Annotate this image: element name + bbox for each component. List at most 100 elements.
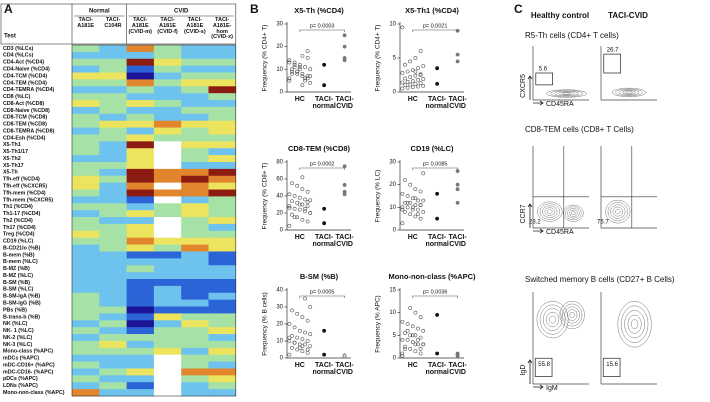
heatmap-cell <box>153 162 182 170</box>
y-tick-label: 0 <box>393 228 397 234</box>
row-label: CD8-TCM (%CD8) <box>3 115 47 121</box>
row-label: X5-Th17 <box>3 163 24 169</box>
data-point <box>416 77 420 82</box>
heatmap-cell <box>181 306 209 314</box>
heatmap-cell <box>99 168 127 177</box>
data-point <box>287 335 292 340</box>
heatmap-cell <box>208 258 237 266</box>
data-point <box>303 296 307 301</box>
heatmap-cell <box>181 100 209 108</box>
heatmap-cell <box>72 285 100 294</box>
heatmap-cell <box>72 58 100 66</box>
contour <box>537 201 563 222</box>
row-label: Tfh-mem (%CXCR5) <box>3 197 53 203</box>
heatmap-cell <box>72 93 100 101</box>
heatmap-cell <box>72 299 100 307</box>
x-tick-label: TACI-CVID <box>335 362 354 377</box>
heatmap-cell <box>72 45 100 53</box>
data-point <box>305 350 310 355</box>
heatmap-cell <box>126 162 155 170</box>
row-label: B-SM-IgG (%B) <box>3 300 41 306</box>
y-tick-label: 0 <box>393 356 397 362</box>
data-point <box>297 207 302 212</box>
heatmap-cell <box>153 251 182 259</box>
data-point <box>303 206 307 211</box>
heatmap-cell <box>99 306 127 314</box>
data-point <box>287 58 292 63</box>
section-title: CD8-TEM cells (CD8+ T Cells) <box>525 125 634 134</box>
heatmap-cell <box>72 51 100 60</box>
data-point <box>408 200 413 205</box>
heatmap-cell <box>126 334 155 342</box>
heatmap-cell <box>153 382 182 390</box>
data-point <box>410 79 415 84</box>
heatmap-cell <box>153 292 182 300</box>
data-point <box>305 49 310 54</box>
heatmap-cell <box>72 251 100 259</box>
heatmap-cell <box>153 306 182 314</box>
heatmap-cell <box>153 120 182 128</box>
heatmap-cell <box>72 258 100 266</box>
heatmap-cell <box>99 279 127 287</box>
row-label: B-SM-IgA (%B) <box>3 294 40 300</box>
heatmap-cell <box>208 230 237 239</box>
contour <box>542 308 563 331</box>
heatmap-cell <box>72 65 100 73</box>
heatmap-cell <box>153 230 182 239</box>
gate <box>534 357 553 377</box>
data-point <box>421 64 426 69</box>
data-point <box>418 203 423 207</box>
y-tick-label: 40 <box>276 288 283 294</box>
data-point <box>421 198 426 203</box>
data-point <box>408 59 413 64</box>
plot-title: Mono-non-class (%APC) <box>388 272 476 281</box>
data-point <box>416 207 420 212</box>
heatmap-cell <box>153 217 182 225</box>
heatmap-cell <box>126 141 155 149</box>
data-point <box>410 340 415 345</box>
gate-value: 75.7 <box>597 220 609 226</box>
data-point <box>418 73 423 77</box>
contour <box>611 87 647 98</box>
data-point <box>295 311 300 316</box>
data-point <box>435 66 440 71</box>
heatmap-cell <box>72 347 100 356</box>
contour <box>546 311 560 328</box>
heatmap-cell <box>99 299 127 307</box>
heatmap-cell <box>126 127 155 135</box>
data-point <box>308 344 313 349</box>
heatmap-cell <box>181 237 209 245</box>
data-point <box>413 187 418 192</box>
contour <box>554 91 579 97</box>
heatmap-cell <box>99 86 127 94</box>
data-point <box>408 306 413 311</box>
data-point <box>300 53 305 58</box>
data-point <box>300 74 305 79</box>
heatmap-cell <box>208 162 237 170</box>
heatmap-cell <box>72 361 100 369</box>
data-point <box>292 206 297 211</box>
gate-value: 15.6 <box>606 362 618 368</box>
section-title: R5-Th cells (CD4+ T cells) <box>525 31 619 40</box>
data-point <box>300 83 305 88</box>
data-point <box>455 28 460 33</box>
row-label: Mono-class (%APC) <box>3 349 53 355</box>
contour <box>542 205 558 218</box>
row-label: X5-Th1/17 <box>3 149 28 155</box>
heatmap-cell <box>181 279 209 287</box>
heatmap-cell <box>208 382 237 390</box>
heatmap-cell <box>72 368 100 376</box>
data-point <box>322 83 327 88</box>
significance-bracket <box>412 167 458 170</box>
y-tick-label: 10 <box>389 22 396 28</box>
heatmap-cell <box>99 223 127 232</box>
data-point <box>300 175 305 180</box>
contour <box>562 303 583 327</box>
x-tick-label: HC <box>407 96 418 103</box>
panel-letter: A <box>4 2 13 16</box>
heatmap-cell <box>99 120 127 128</box>
x-tick-label: HC <box>407 234 418 241</box>
axis-arrow <box>533 100 544 106</box>
heatmap-cell <box>208 51 237 60</box>
